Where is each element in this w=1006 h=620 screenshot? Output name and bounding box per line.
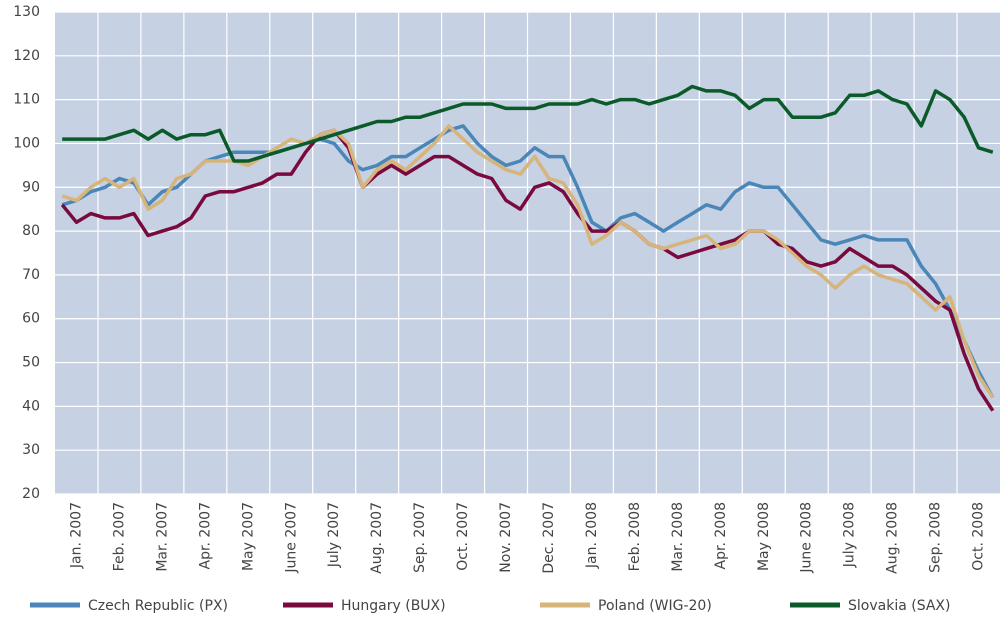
x-tick-label: Aug. 2008 — [885, 502, 901, 574]
x-tick-label: Oct. 2007 — [455, 502, 471, 571]
legend-label: Hungary (BUX) — [341, 598, 446, 614]
legend-label: Poland (WIG-20) — [598, 598, 712, 614]
x-tick-label: Feb. 2008 — [627, 502, 643, 571]
x-tick-label: Apr. 2008 — [713, 502, 729, 569]
legend-label: Slovakia (SAX) — [848, 598, 950, 614]
x-tick-label: Oct. 2008 — [971, 502, 987, 571]
y-tick-label: 70 — [22, 267, 40, 283]
y-tick-label: 120 — [13, 48, 40, 64]
x-tick-label: Apr. 2007 — [197, 502, 213, 569]
y-tick-label: 130 — [13, 4, 40, 20]
x-tick-label: Sep. 2007 — [412, 502, 428, 573]
series-line — [62, 84, 994, 163]
x-tick-label: July 2007 — [326, 502, 342, 568]
x-tick-label: May 2007 — [240, 502, 256, 571]
series-line — [61, 124, 995, 399]
y-tick-label: 80 — [22, 223, 40, 239]
y-tick-label: 40 — [22, 398, 40, 414]
y-tick-label: 90 — [22, 179, 40, 195]
series-line — [61, 124, 995, 399]
y-tick-label: 60 — [22, 311, 40, 327]
series-line — [60, 128, 995, 412]
x-tick-label: Feb. 2007 — [111, 502, 127, 571]
y-tick-label: 110 — [13, 92, 40, 108]
x-tick-label: Nov. 2007 — [498, 502, 514, 573]
y-tick-label: 50 — [22, 355, 40, 371]
x-tick-label: Mar. 2007 — [154, 502, 170, 572]
x-tick-label: Jan. 2008 — [584, 502, 600, 569]
y-tick-label: 100 — [13, 135, 40, 151]
x-tick-label: Aug. 2007 — [369, 502, 385, 574]
x-tick-label: Jan. 2007 — [68, 502, 84, 569]
x-tick-label: Sep. 2008 — [928, 502, 944, 573]
y-tick-label: 30 — [22, 442, 40, 458]
x-tick-label: June 2007 — [283, 502, 299, 574]
y-tick-label: 20 — [22, 486, 40, 502]
x-tick-label: Mar. 2008 — [670, 502, 686, 572]
x-tick-label: May 2008 — [756, 502, 772, 571]
x-tick-label: June 2008 — [799, 502, 815, 574]
x-tick-label: Dec. 2007 — [541, 502, 557, 574]
legend-label: Czech Republic (PX) — [88, 598, 228, 614]
x-tick-label: July 2008 — [842, 502, 858, 568]
